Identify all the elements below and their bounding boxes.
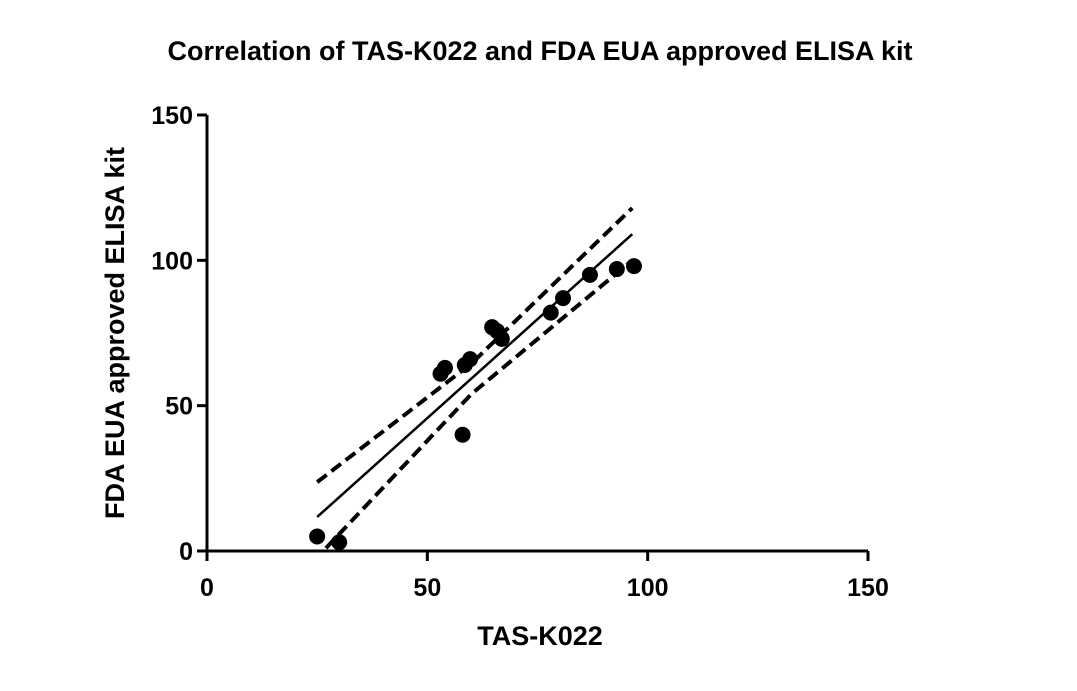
x-tick-label: 100 — [627, 574, 669, 602]
x-tick-label: 150 — [847, 574, 889, 602]
confidence-band-upper — [315, 206, 634, 484]
y-tick-label: 50 — [165, 393, 193, 421]
data-point — [493, 330, 510, 347]
data-point — [331, 534, 348, 551]
y-tick-label: 100 — [151, 247, 193, 275]
data-point — [555, 290, 572, 307]
data-point — [542, 304, 559, 321]
x-tick-label: 50 — [413, 574, 441, 602]
data-point — [436, 359, 453, 376]
data-point — [462, 351, 479, 368]
chart-title: Correlation of TAS-K022 and FDA EUA appr… — [167, 36, 912, 66]
x-tick-label: 0 — [200, 574, 214, 602]
y-axis-label: FDA EUA approved ELISA kit — [100, 147, 130, 519]
y-tick-label: 0 — [179, 538, 193, 566]
y-tick-label: 150 — [151, 102, 193, 130]
data-point — [454, 426, 471, 443]
data-point — [608, 261, 625, 278]
data-point — [309, 528, 326, 545]
data-point — [626, 258, 643, 275]
data-point — [581, 266, 598, 283]
confidence-band-lower — [324, 258, 634, 550]
regression-line — [316, 233, 634, 518]
x-axis-label: TAS-K022 — [477, 621, 603, 651]
